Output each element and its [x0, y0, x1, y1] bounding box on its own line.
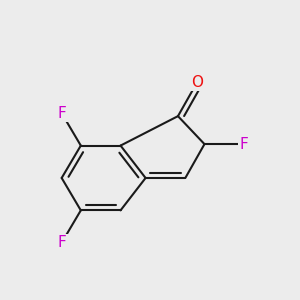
Text: F: F	[57, 235, 66, 250]
Text: F: F	[240, 136, 249, 152]
Text: F: F	[57, 106, 66, 121]
Text: O: O	[191, 75, 203, 90]
